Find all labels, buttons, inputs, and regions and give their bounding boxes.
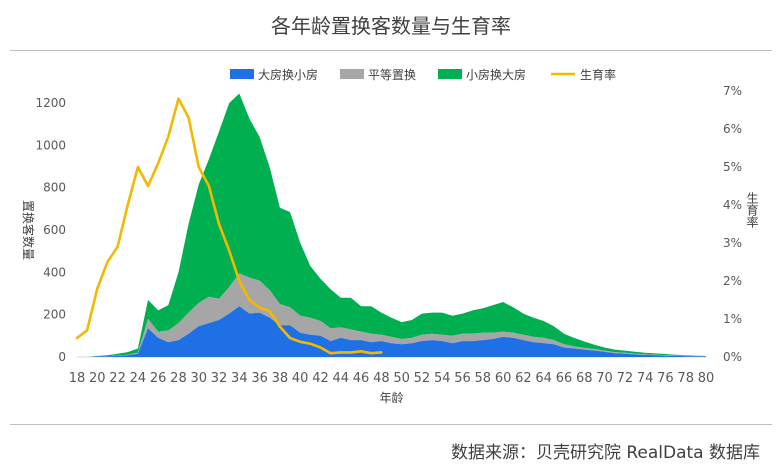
- x-tick-label: 26: [150, 371, 167, 386]
- legend: 大房换小房 平等置换 小房换大房 生育率: [230, 67, 616, 82]
- x-tick-label: 48: [373, 371, 390, 386]
- legend-swatch-大房换小房: [230, 69, 254, 79]
- right-axis-title: 生育率: [745, 192, 759, 228]
- x-tick-label: 72: [617, 371, 634, 386]
- x-tick-label: 78: [677, 371, 694, 386]
- x-tick-label: 18: [69, 371, 86, 386]
- x-tick-label: 54: [434, 371, 451, 386]
- right-axis: 0% 1% 2% 3% 4% 5% 6% 7% 生育率: [723, 84, 759, 364]
- left-tick-label: 800: [43, 181, 66, 195]
- x-axis: 18 20 22 24 26 28 30 32 34 36 38 40 42 44 46 48 50 52 54 56…: [69, 371, 715, 405]
- right-tick-label: 4%: [723, 198, 742, 212]
- left-tick-label: 400: [43, 265, 66, 279]
- chart-title: 各年龄置换客数量与生育率: [271, 14, 511, 38]
- x-tick-label: 38: [272, 371, 289, 386]
- x-tick-label: 80: [698, 371, 715, 386]
- right-tick-label: 0%: [723, 350, 742, 364]
- left-tick-label: 1000: [35, 138, 66, 152]
- left-tick-label: 1200: [35, 96, 66, 110]
- x-tick-label: 20: [89, 371, 106, 386]
- x-tick-label: 60: [495, 371, 512, 386]
- line-生育率: [75, 97, 383, 355]
- right-tick-label: 3%: [723, 236, 742, 250]
- x-tick-label: 24: [130, 371, 147, 386]
- legend-label: 生育率: [580, 67, 616, 82]
- area-大房换小房: [77, 306, 706, 357]
- source-note: 数据来源：贝壳研究院 RealData 数据库: [450, 443, 760, 463]
- x-tick-label: 50: [393, 371, 410, 386]
- stacked-areas: [77, 93, 706, 357]
- x-tick-label: 22: [109, 371, 126, 386]
- right-tick-label: 2%: [723, 274, 742, 288]
- x-tick-label: 76: [657, 371, 674, 386]
- source-divider: [10, 424, 772, 425]
- area-小房换大房: [77, 93, 706, 357]
- legend-label: 平等置换: [368, 68, 416, 82]
- x-tick-label: 42: [312, 371, 329, 386]
- x-tick-label: 64: [535, 371, 552, 386]
- x-tick-label: 56: [454, 371, 471, 386]
- x-tick-label: 34: [231, 371, 248, 386]
- left-tick-label: 0: [58, 350, 66, 364]
- x-tick-label: 70: [596, 371, 613, 386]
- x-tick-label: 52: [414, 371, 431, 386]
- x-tick-label: 68: [576, 371, 593, 386]
- left-axis-title: 置换客数量: [21, 200, 36, 260]
- title-divider: [10, 50, 772, 51]
- right-tick-label: 6%: [723, 122, 742, 136]
- right-tick-label: 7%: [723, 84, 742, 98]
- legend-label: 小房换大房: [466, 67, 526, 82]
- x-tick-label: 36: [251, 371, 268, 386]
- x-tick-label: 46: [353, 371, 370, 386]
- x-tick-label: 32: [211, 371, 228, 386]
- x-axis-title: 年龄: [379, 391, 403, 405]
- line-series: [75, 97, 383, 355]
- left-tick-label: 200: [43, 308, 66, 322]
- right-tick-label: 5%: [723, 160, 742, 174]
- x-tick-label: 66: [556, 371, 573, 386]
- x-tick-label: 40: [292, 371, 309, 386]
- legend-swatch-平等置换: [340, 69, 364, 79]
- x-tick-label: 62: [515, 371, 532, 386]
- area-平等置换: [77, 273, 706, 357]
- left-tick-label: 600: [43, 223, 66, 237]
- x-tick-label: 28: [170, 371, 187, 386]
- x-tick-label: 74: [637, 371, 654, 386]
- right-tick-label: 1%: [723, 312, 742, 326]
- x-tick-label: 44: [333, 371, 350, 386]
- x-tick-label: 58: [475, 371, 492, 386]
- legend-label: 大房换小房: [258, 67, 318, 82]
- left-axis: 0 200 400 600 800 1000 1200 置换客数量: [21, 96, 66, 364]
- chart-canvas: 大房换小房 平等置换 小房换大房 生育率 020040060080010001200置…: [21, 67, 759, 405]
- x-tick-label: 30: [190, 371, 207, 386]
- legend-swatch-小房换大房: [438, 69, 462, 79]
